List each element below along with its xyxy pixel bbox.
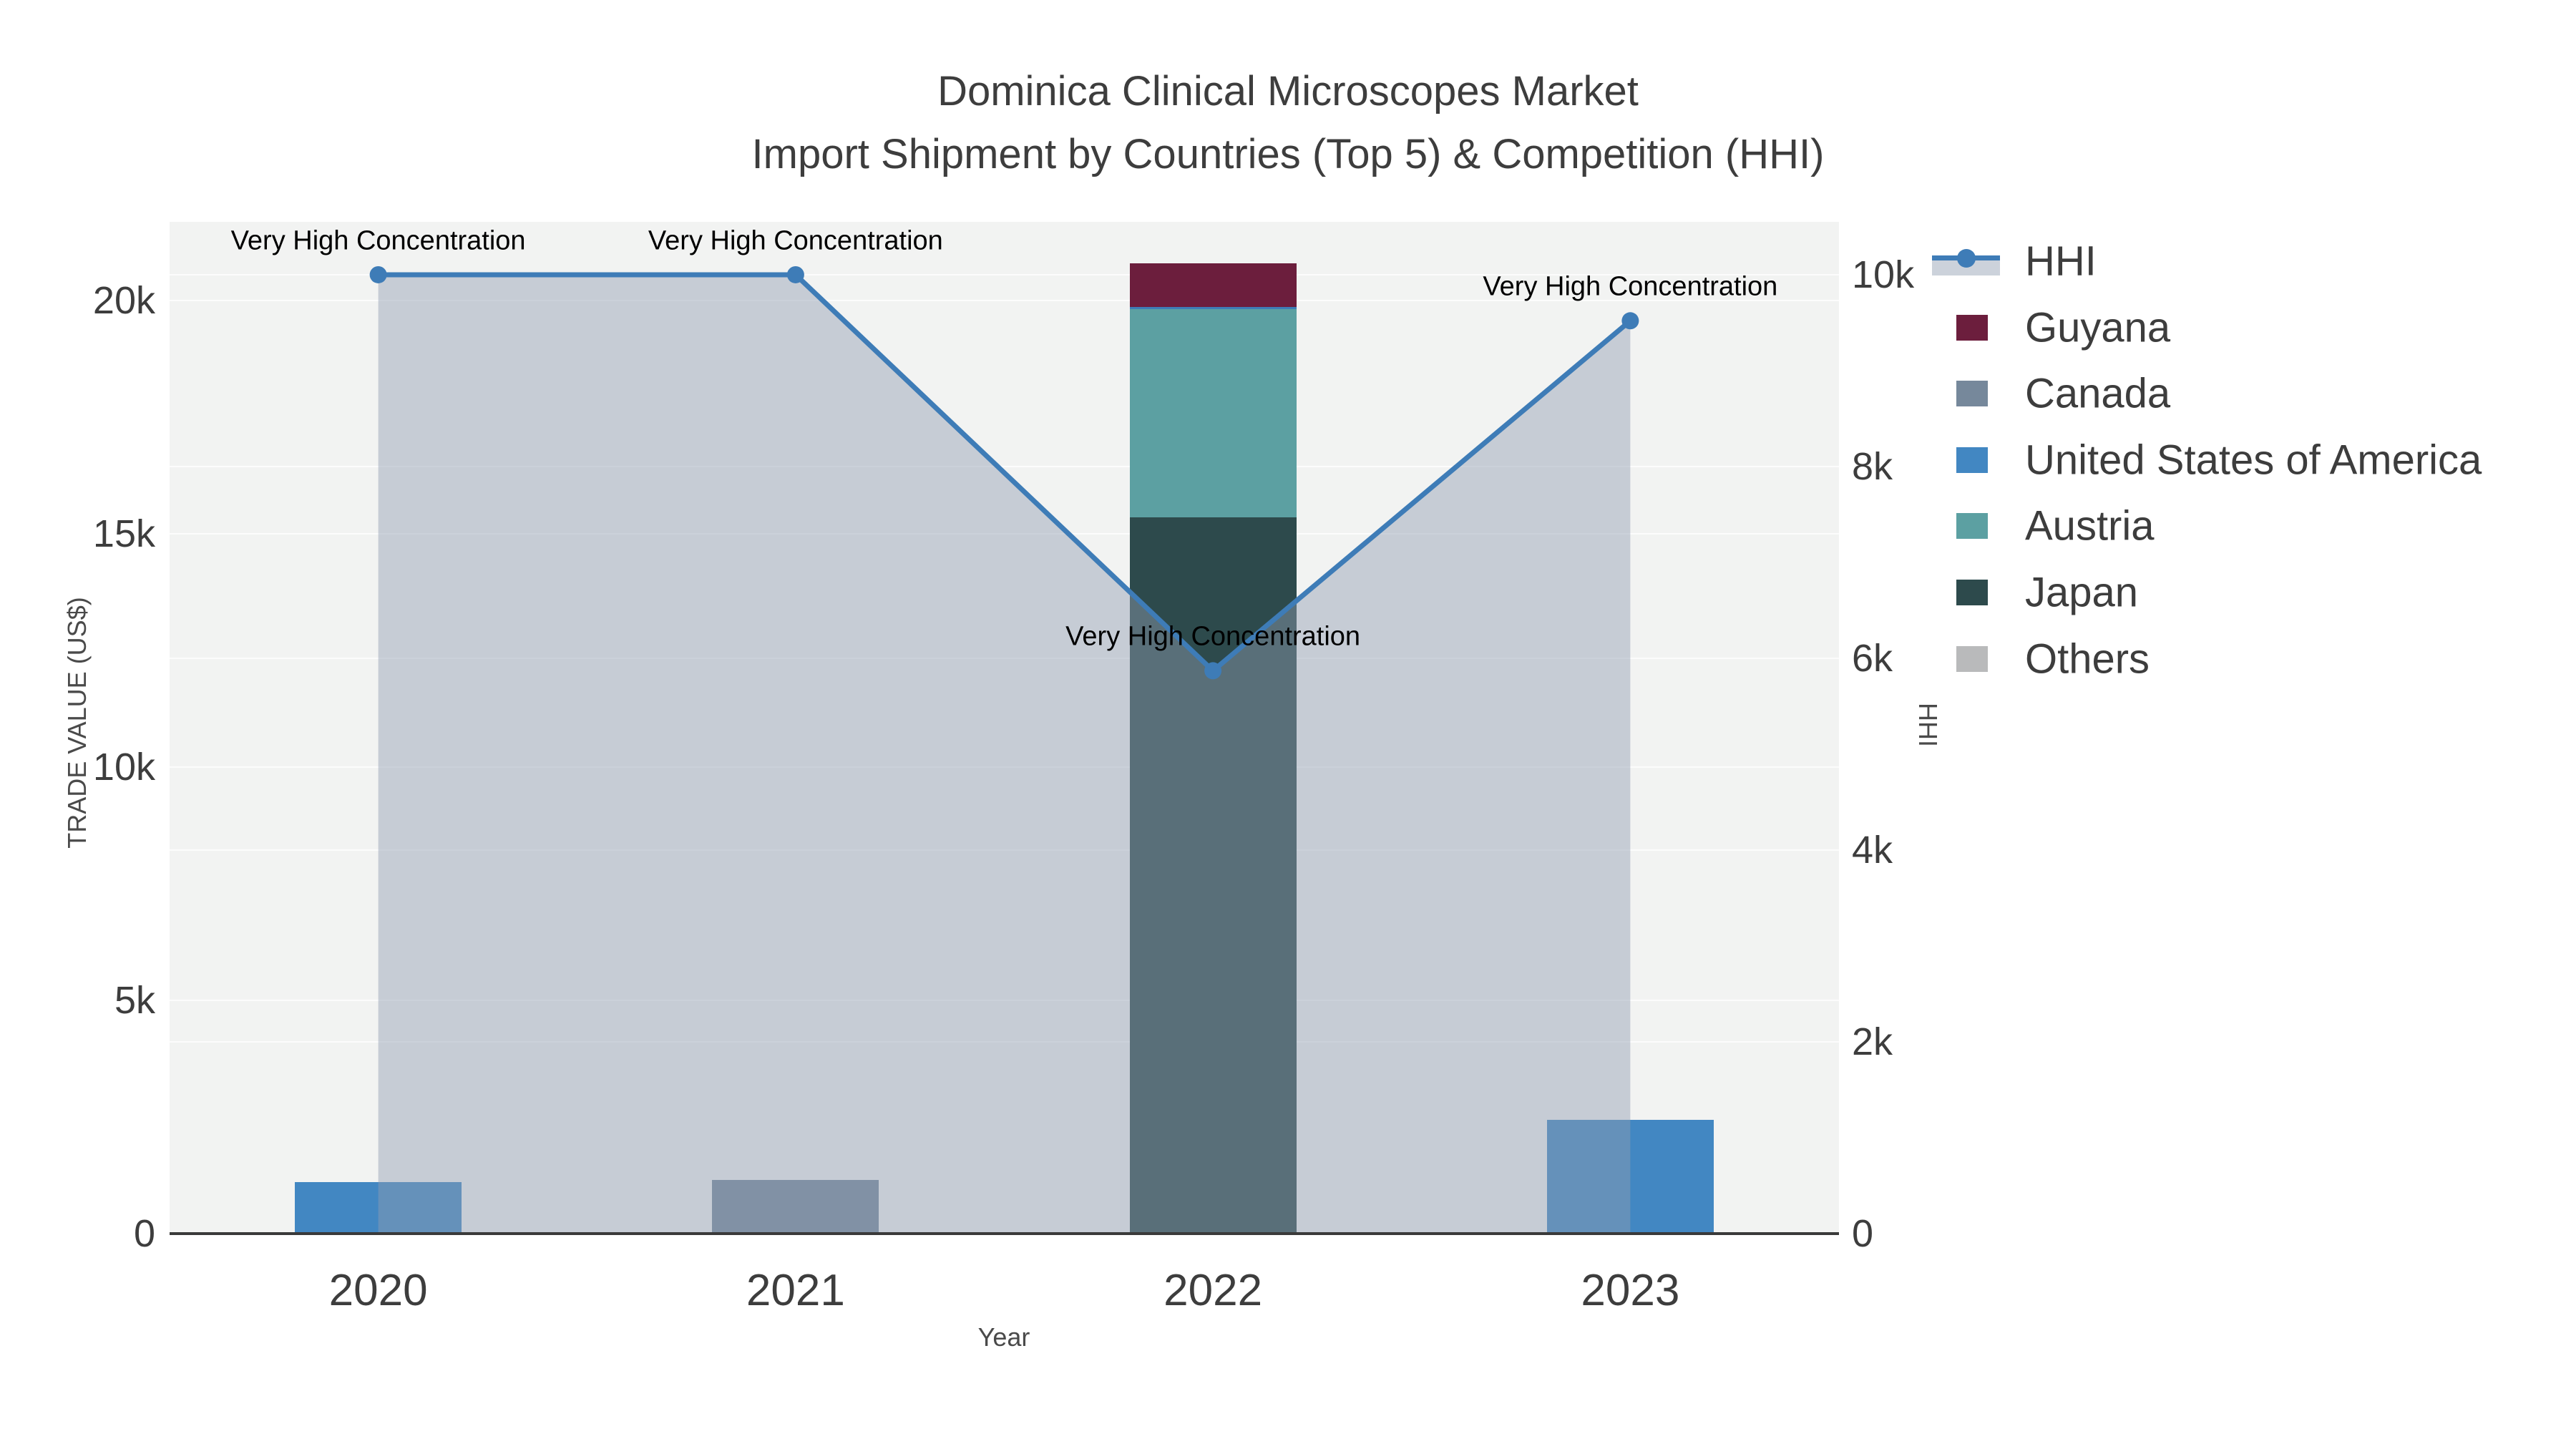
legend-swatch-austria xyxy=(1956,513,1988,540)
legend-label-japan: Japan xyxy=(2025,569,2139,616)
y-right-tick-4k: 4k xyxy=(1852,828,1893,872)
x-tick-2023: 2023 xyxy=(1581,1266,1680,1315)
gridline-right-6k xyxy=(170,657,1839,659)
y-right-tick-2k: 2k xyxy=(1852,1020,1893,1063)
legend-swatch-others xyxy=(1956,645,1988,672)
bar-top-stroke xyxy=(1129,306,1297,309)
hhi-marker-swatch xyxy=(1957,249,1976,268)
y-left-tick-20k: 20k xyxy=(92,278,155,322)
x-tick-2022: 2022 xyxy=(1163,1266,1263,1315)
legend-item-guyana[interactable]: Guyana xyxy=(1932,295,2562,361)
legend-label-guyana: Guyana xyxy=(2025,304,2171,351)
hhi-line xyxy=(378,272,1632,675)
legend-item-others[interactable]: Others xyxy=(1932,626,2562,692)
gridline-left-10k xyxy=(170,766,1839,768)
legend-item-japan[interactable]: Japan xyxy=(1932,560,2562,625)
annotation-2022: Very High Concentration xyxy=(1065,621,1361,652)
legend-item-austria[interactable]: Austria xyxy=(1932,493,2562,559)
y-axis-left-title: TRADE VALUE (US$) xyxy=(62,597,92,849)
gridline-left-15k xyxy=(170,532,1839,535)
x-axis-line xyxy=(170,1232,1839,1235)
legend-item-hhi[interactable]: HHI xyxy=(1932,228,2562,294)
legend-swatch-japan xyxy=(1956,580,1988,605)
legend-label-others: Others xyxy=(2025,635,2150,683)
y-left-tick-15k: 15k xyxy=(92,512,155,555)
x-tick-2020: 2020 xyxy=(328,1266,428,1315)
legend-swatch-guyana xyxy=(1956,314,1988,341)
annotation-2023: Very High Concentration xyxy=(1483,271,1778,302)
hhi-area-fill xyxy=(378,274,1631,1234)
y-right-tick-8k: 8k xyxy=(1852,444,1893,488)
legend-label-canada: Canada xyxy=(2025,370,2171,417)
legend-swatch-united-states-of-america xyxy=(1956,447,1988,473)
plot-area: Very High Concentration Very High Concent… xyxy=(170,222,1839,1234)
bar-2022-guyana xyxy=(1129,263,1297,308)
gridline-right-4k xyxy=(170,849,1839,851)
hhi-legend-swatch xyxy=(1932,244,2000,278)
legend-label-hhi: HHI xyxy=(2025,238,2097,285)
gridline-right-2k xyxy=(170,1040,1839,1043)
gridline-left-5k xyxy=(170,999,1839,1001)
y-left-tick-0: 0 xyxy=(133,1212,155,1255)
bar-2022-austria xyxy=(1129,307,1297,518)
y-right-tick-6k: 6k xyxy=(1852,636,1893,680)
hhi-line-layer xyxy=(369,265,1639,1234)
chart-title: Dominica Clinical Microscopes Market Imp… xyxy=(0,60,2576,186)
chart-title-line2: Import Shipment by Countries (Top 5) & C… xyxy=(751,131,1825,177)
legend-item-canada[interactable]: Canada xyxy=(1932,361,2562,426)
x-tick-2021: 2021 xyxy=(746,1266,845,1315)
annotation-2020: Very High Concentration xyxy=(230,225,526,256)
chart-title-line1: Dominica Clinical Microscopes Market xyxy=(937,68,1639,114)
legend-label-austria: Austria xyxy=(2025,502,2155,550)
bar-2021-canada xyxy=(712,1180,879,1234)
y-axis-right-title: HHI xyxy=(1913,703,1943,747)
annotation-2021: Very High Concentration xyxy=(648,225,943,256)
hhi-area-swatch xyxy=(1932,260,2000,275)
bar-2023-united-states-of-america xyxy=(1546,1119,1714,1234)
y-left-tick-10k: 10k xyxy=(92,745,155,789)
gridline-right-8k xyxy=(170,465,1839,467)
y-right-tick-10k: 10k xyxy=(1852,253,1915,296)
legend-label-united-states-of-america: United States of America xyxy=(2025,436,2482,484)
y-right-tick-0: 0 xyxy=(1852,1212,1874,1255)
bar-2020-united-states-of-america xyxy=(295,1182,462,1234)
legend-swatch-canada xyxy=(1956,381,1988,407)
legend-item-united-states-of-america[interactable]: United States of America xyxy=(1932,427,2562,493)
x-axis-title: Year xyxy=(977,1322,1030,1352)
hhi-marker-2023 xyxy=(1621,312,1639,330)
y-left-tick-5k: 5k xyxy=(114,978,155,1022)
